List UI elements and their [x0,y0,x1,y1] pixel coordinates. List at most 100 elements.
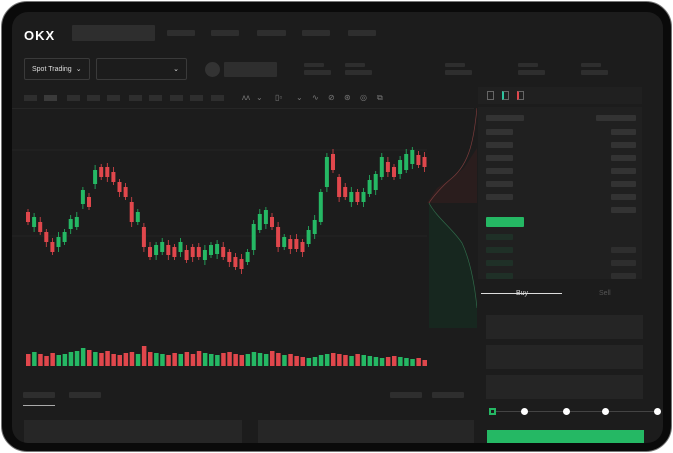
candle [117,182,122,192]
nav-item[interactable] [257,30,286,36]
tab-indicator [23,405,55,406]
candle [184,250,189,260]
candle [154,245,159,255]
volume-bar [294,356,299,366]
volume-bar [324,354,330,366]
volume-bar [337,354,342,366]
search-bar[interactable] [72,25,155,41]
ask-price [486,129,513,135]
candle [337,177,342,197]
candle [422,157,427,167]
chevron-down-icon: ⌄ [173,66,179,73]
ask-amount [611,142,636,148]
volume-bar [56,355,61,366]
volume-bar [306,358,312,366]
timeframe-button[interactable] [87,95,100,101]
candle [105,167,110,177]
candlestick-chart[interactable] [12,108,477,378]
ask-amount [611,181,636,187]
candle [74,217,79,227]
candle [32,217,37,227]
tab-order-history[interactable] [69,392,101,398]
nav-item[interactable] [167,30,195,36]
filter-button[interactable] [390,392,422,398]
stat-value [581,70,608,75]
depth-asks-line [428,108,477,204]
slider-handle[interactable] [489,408,496,415]
volume-bar [32,352,37,366]
candle-type-icon[interactable]: ▯▫ [275,93,283,102]
timeframe-button[interactable] [129,95,142,101]
candle [349,192,354,202]
sell-tab[interactable]: Sell [599,290,611,297]
volume-bar [74,351,80,366]
volume-bar [288,354,293,366]
candle [379,157,384,177]
both-sides-icon[interactable] [487,91,494,100]
volume-bar [343,355,348,366]
chart-type-icon[interactable]: ⌄ [256,93,263,102]
volume-bar [105,351,110,366]
trading-mode-select[interactable]: Spot Trading ⌄ [24,58,90,80]
pair-select[interactable]: ⌄ [96,58,187,80]
indicator-icon[interactable]: ʌʌ [242,93,250,102]
filter-button[interactable] [432,392,464,398]
candle [251,224,256,250]
nav-item[interactable] [302,30,330,36]
candle [227,252,232,262]
price-input[interactable] [486,315,643,339]
candle [257,214,262,230]
timeframe-button[interactable] [44,95,57,101]
settings-icon[interactable]: ⊛ [344,93,351,102]
fullscreen-icon[interactable]: ⧉ [377,93,383,102]
volume-bar [62,354,68,366]
volume-bar [80,348,86,366]
candle [288,239,293,249]
volume-bar [221,353,226,366]
amount-input[interactable] [486,345,643,369]
volume-bar [392,356,397,366]
nav-item[interactable] [211,30,239,36]
nav-item[interactable] [348,30,376,36]
timeframe-button[interactable] [107,95,120,101]
divider [12,108,474,109]
pen-icon[interactable]: ⊘ [328,93,335,102]
volume-bar [129,352,135,366]
slider-track[interactable] [492,411,658,412]
candle [93,170,98,184]
camera-icon[interactable]: ◎ [360,93,367,102]
tab-open-orders[interactable] [23,392,55,398]
last-price [486,217,524,227]
candle [68,219,73,229]
depth-asks-area [427,108,477,203]
chevron-down-icon[interactable]: ⌄ [296,93,303,102]
candle [129,202,134,222]
volume-bar [209,354,214,366]
slider-step[interactable] [654,408,661,415]
timeframe-button[interactable] [190,95,203,101]
ask-price [486,168,513,174]
timeframe-button[interactable] [149,95,162,101]
depth-bids-line [428,202,477,309]
bids-only-icon[interactable] [502,91,509,100]
candle [416,155,421,165]
timeframe-button[interactable] [24,95,37,101]
volume-bar [93,352,98,366]
slider-step[interactable] [563,408,570,415]
total-input[interactable] [486,375,643,399]
timeframe-button[interactable] [211,95,224,101]
volume-bar [410,359,415,366]
okx-logo[interactable]: OKX [24,28,56,43]
timeframe-button[interactable] [170,95,183,101]
volume-bar [123,353,129,366]
asks-only-icon[interactable] [517,91,524,100]
volume-bar [87,350,92,366]
buy-submit-button[interactable] [487,430,644,443]
timeframe-button[interactable] [67,95,80,101]
slider-step[interactable] [521,408,528,415]
buy-tab[interactable]: Buy [516,290,529,297]
line-tool-icon[interactable]: ∿ [312,93,319,102]
ask-price [486,194,513,200]
slider-step[interactable] [602,408,609,415]
